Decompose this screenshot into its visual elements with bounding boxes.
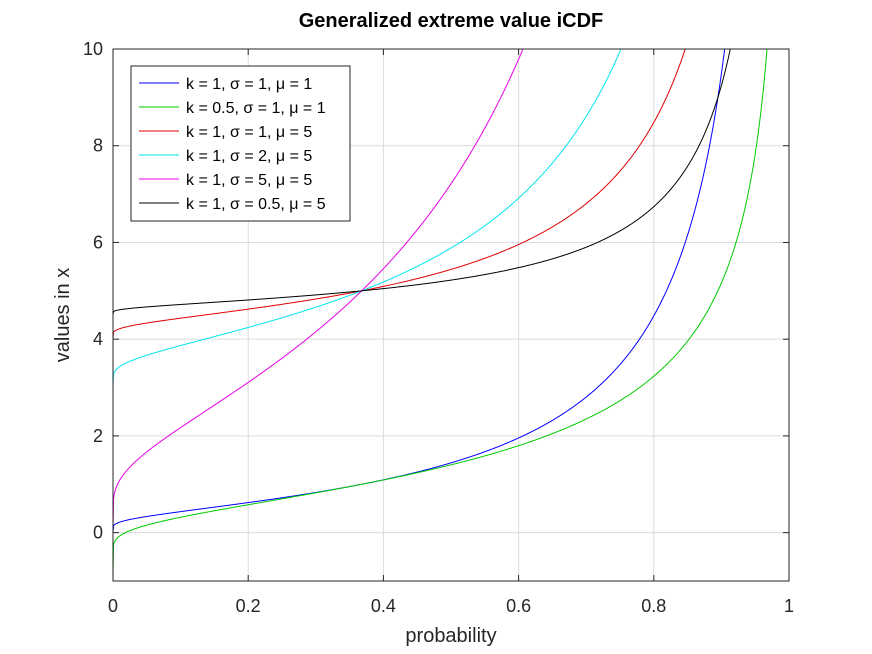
legend-entry-5: k = 1, σ = 5, μ = 5	[186, 172, 312, 189]
legend-entry-2: k = 0.5, σ = 1, μ = 1	[186, 100, 326, 117]
series-line-4	[113, 49, 622, 388]
plot-frame	[112, 48, 790, 582]
series-line-5	[113, 49, 524, 533]
legend-entry-4: k = 1, σ = 2, μ = 5	[186, 148, 312, 165]
legend-entry-1: k = 1, σ = 1, μ = 1	[186, 76, 312, 93]
x-tick-label: 0.8	[641, 596, 666, 616]
x-tick-label: 1	[784, 596, 794, 616]
x-tick-label: 0	[108, 596, 118, 616]
legend-entry-6: k = 1, σ = 0.5, μ = 5	[186, 196, 326, 213]
y-tick-label: 8	[93, 136, 103, 156]
legend: k = 1, σ = 1, μ = 1 k = 0.5, σ = 1, μ = 1…	[130, 65, 351, 222]
series-line-1	[113, 49, 726, 533]
x-tick-label: 0.6	[506, 596, 531, 616]
y-tick-label: 10	[83, 39, 103, 59]
y-tick-label: 6	[93, 232, 103, 252]
x-tick-label: 0.2	[236, 596, 261, 616]
series-line-6	[113, 49, 731, 316]
series-line-2	[113, 49, 768, 578]
legend-entry-3: k = 1, σ = 1, μ = 5	[186, 124, 312, 141]
x-tick-label: 0.4	[371, 596, 396, 616]
y-tick-label: 0	[93, 523, 103, 543]
y-axis-label: values in x	[52, 268, 74, 363]
y-tick-label: 4	[93, 329, 103, 349]
series-line-3	[113, 49, 686, 340]
series-lines	[113, 49, 768, 578]
y-tick-label: 2	[93, 426, 103, 446]
x-axis-label: probability	[405, 625, 496, 647]
chart-title: Generalized extreme value iCDF	[299, 10, 604, 32]
legend-box	[130, 65, 351, 222]
